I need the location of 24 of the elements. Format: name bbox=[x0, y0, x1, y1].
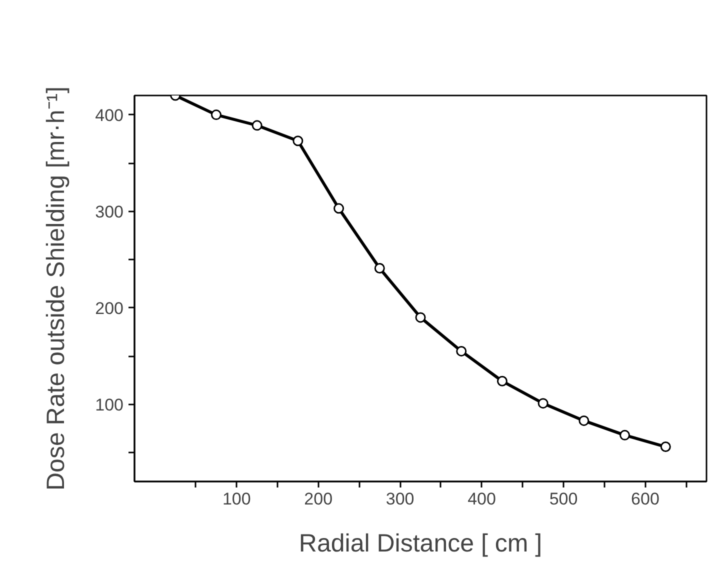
y-tick-label: 100 bbox=[95, 395, 124, 414]
point bbox=[620, 430, 630, 440]
x-tick-label: 200 bbox=[304, 490, 333, 508]
point bbox=[292, 136, 304, 146]
x-axis-title: Radial Distance [ cm ] bbox=[298, 530, 542, 558]
x-tick-label: 400 bbox=[468, 490, 496, 508]
point bbox=[374, 262, 385, 274]
point bbox=[578, 415, 590, 426]
point bbox=[415, 312, 426, 323]
y-tick-label: 400 bbox=[95, 106, 124, 125]
point bbox=[538, 398, 548, 409]
x-tick-label: 300 bbox=[386, 490, 414, 508]
point bbox=[496, 376, 508, 386]
y-tick-label: 300 bbox=[95, 202, 124, 222]
point bbox=[456, 346, 467, 356]
point bbox=[252, 120, 262, 131]
y-axis-title: Dose Rate outside Shielding [mr·h⁻¹] bbox=[42, 86, 70, 491]
point bbox=[334, 203, 344, 214]
y-tick-label: 200 bbox=[95, 298, 124, 318]
point bbox=[660, 442, 671, 452]
x-tick-label: 100 bbox=[222, 490, 251, 508]
point bbox=[210, 110, 222, 120]
x-tick-label: 500 bbox=[549, 490, 578, 508]
x-tick-label: 600 bbox=[631, 490, 660, 508]
